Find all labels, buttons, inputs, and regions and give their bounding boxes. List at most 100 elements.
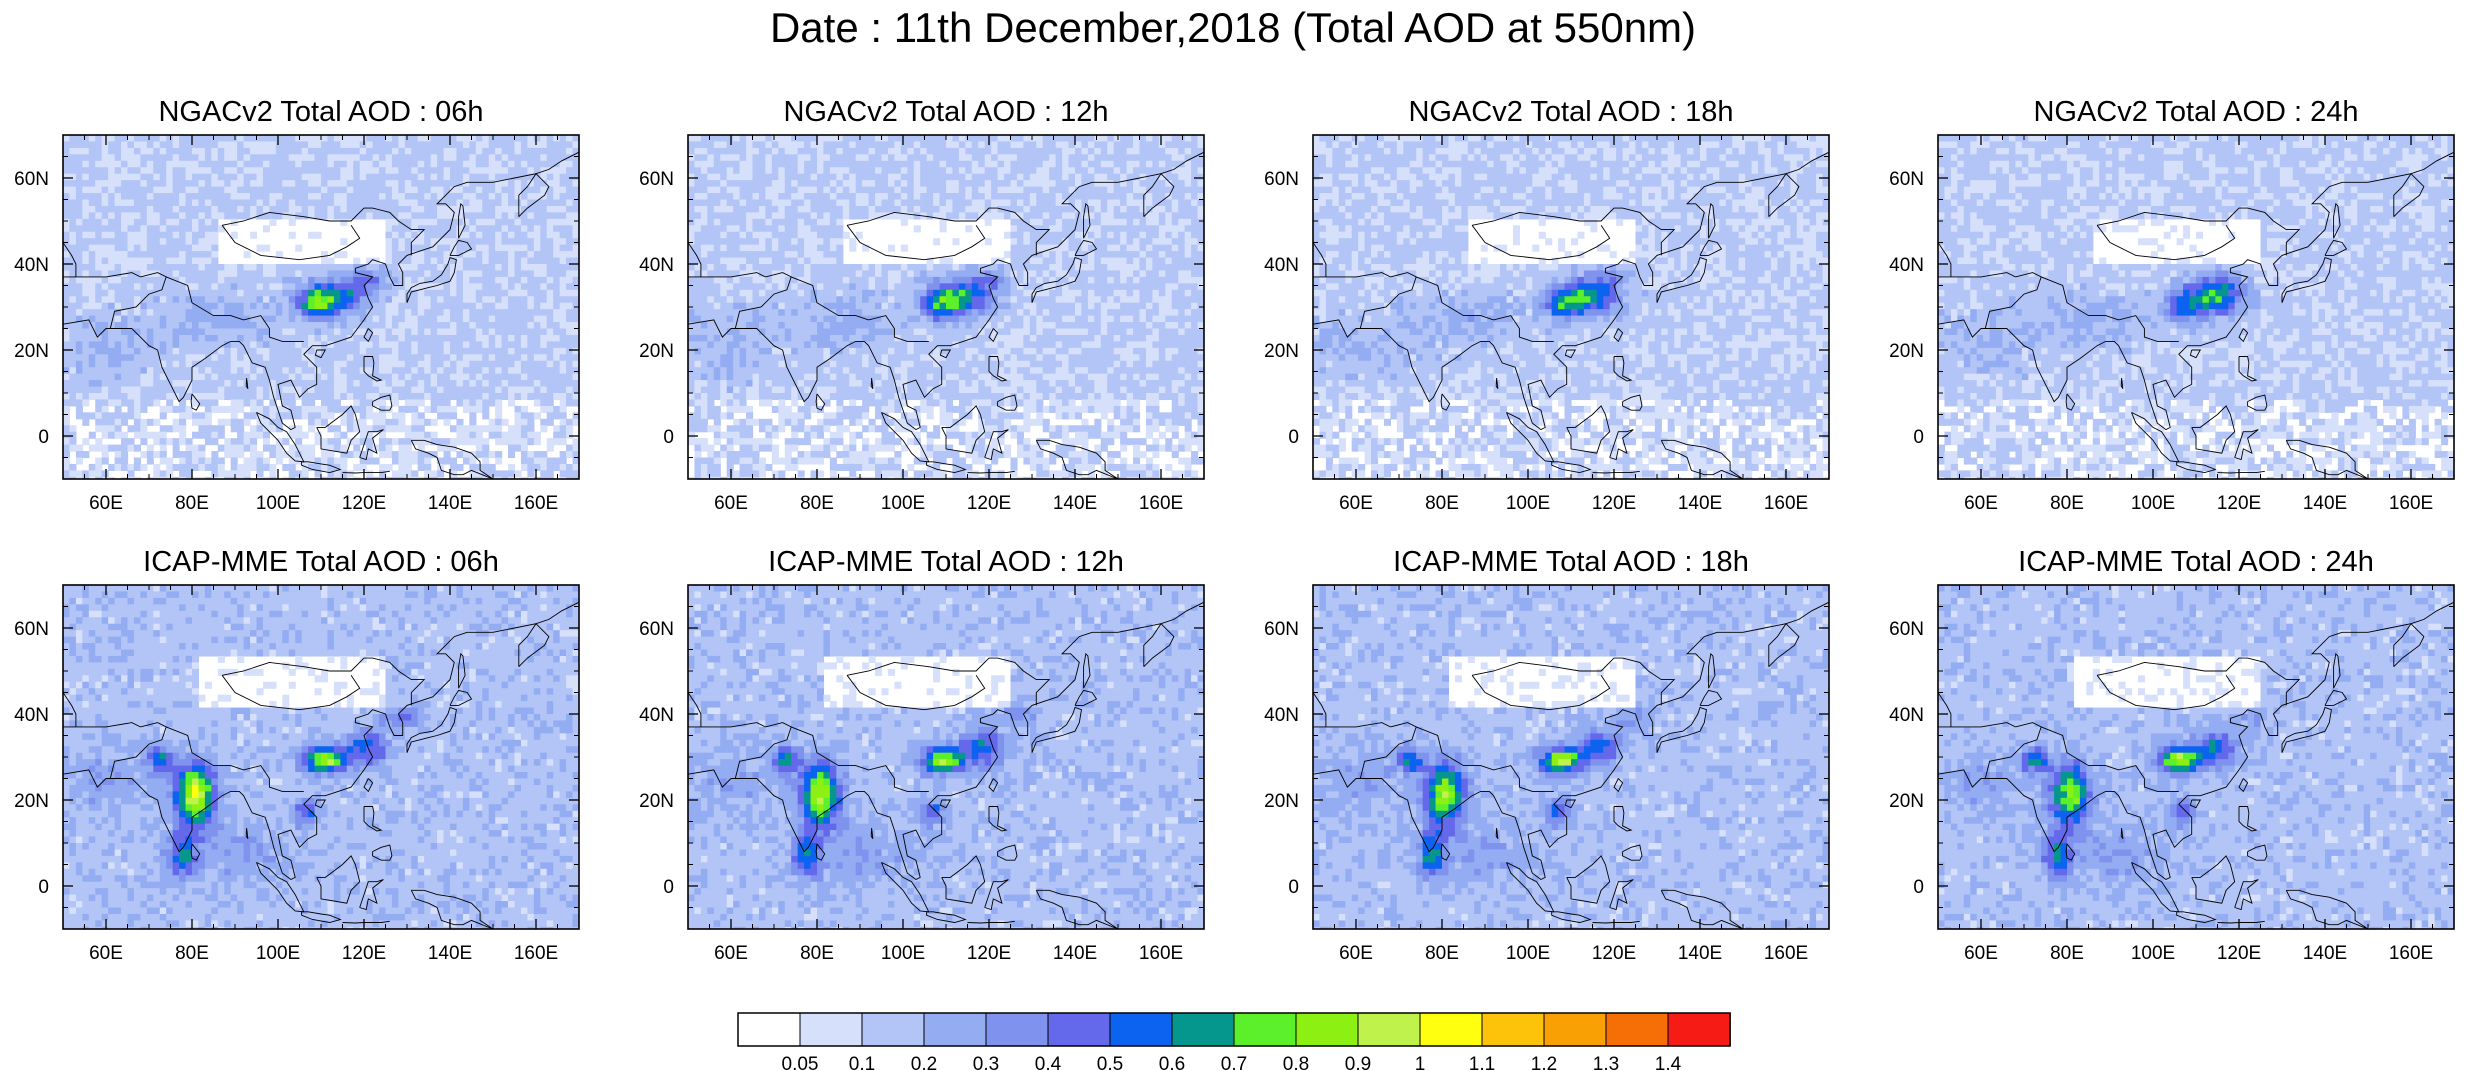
lon-tick-label: 80E (1425, 943, 1459, 964)
lat-tick-label: 20N (639, 791, 674, 812)
lon-tick-label: 140E (2303, 943, 2347, 964)
lat-tick-label: 0 (38, 427, 49, 448)
lat-tick-label: 0 (1288, 427, 1299, 448)
lat-tick-label: 40N (1889, 705, 1924, 726)
lon-tick-label: 140E (428, 943, 472, 964)
map-panel-7: ICAP-MME Total AOD : 18h 60E 80E 100E 120E 14… (1264, 546, 1830, 964)
panel-title: ICAP-MME Total AOD : 24h (2018, 546, 2374, 578)
coastlines (1938, 601, 2454, 929)
lon-tick-label: 120E (342, 493, 386, 514)
lon-tick-label: 160E (1764, 943, 1808, 964)
lat-tick-label: 20N (1264, 341, 1299, 362)
lon-tick-label: 160E (1139, 943, 1183, 964)
lon-tick-label: 120E (1592, 493, 1636, 514)
lon-tick-label: 160E (1764, 493, 1808, 514)
lon-tick-label: 60E (89, 493, 123, 514)
lon-tick-label: 140E (428, 493, 472, 514)
lat-tick-label: 20N (1264, 791, 1299, 812)
lon-tick-label: 100E (256, 943, 300, 964)
lat-tick-label: 40N (1264, 705, 1299, 726)
aod-field (1313, 585, 1829, 929)
lon-tick-label: 140E (1678, 943, 1722, 964)
lat-tick-label: 60N (14, 169, 49, 190)
lon-tick-label: 140E (1053, 943, 1097, 964)
map-panel-3: NGACv2 Total AOD : 18h 60E 80E 100E 120E 140E… (1264, 96, 1830, 514)
lon-tick-label: 160E (514, 943, 558, 964)
map-panel-5: ICAP-MME Total AOD : 06h 60E 80E 100E 120E 14… (14, 546, 580, 964)
lon-tick-label: 120E (2217, 943, 2261, 964)
lat-tick-label: 60N (1889, 619, 1924, 640)
coastlines (63, 151, 579, 479)
lon-tick-label: 100E (256, 493, 300, 514)
lat-tick-label: 60N (639, 169, 674, 190)
lon-tick-label: 60E (1339, 943, 1373, 964)
panel-title: ICAP-MME Total AOD : 12h (768, 546, 1124, 578)
lon-tick-label: 80E (2050, 493, 2084, 514)
panel-title: NGACv2 Total AOD : 12h (783, 96, 1108, 128)
panel-title: NGACv2 Total AOD : 18h (1408, 96, 1733, 128)
lat-tick-label: 0 (1288, 877, 1299, 898)
lon-tick-label: 140E (1678, 493, 1722, 514)
lon-tick-label: 140E (1053, 493, 1097, 514)
lon-tick-label: 120E (967, 493, 1011, 514)
panel-title: ICAP-MME Total AOD : 06h (143, 546, 499, 578)
lat-tick-label: 20N (1889, 341, 1924, 362)
aod-field (688, 135, 1204, 479)
lat-tick-label: 40N (1889, 255, 1924, 276)
map-panel-4: NGACv2 Total AOD : 24h 60E 80E 100E 120E 140E… (1889, 96, 2455, 514)
lat-tick-label: 0 (663, 427, 674, 448)
lon-tick-label: 100E (881, 493, 925, 514)
panel-title: NGACv2 Total AOD : 24h (2033, 96, 2358, 128)
lon-tick-label: 120E (1592, 943, 1636, 964)
aod-field (63, 585, 579, 929)
lon-tick-label: 80E (800, 493, 834, 514)
lat-tick-label: 40N (639, 705, 674, 726)
map-panel-8: ICAP-MME Total AOD : 24h 60E 80E 100E 120E 14… (1889, 546, 2455, 964)
lat-tick-label: 0 (1913, 877, 1924, 898)
lat-tick-label: 0 (663, 877, 674, 898)
coastlines (688, 601, 1204, 929)
lat-tick-label: 0 (38, 877, 49, 898)
lon-tick-label: 100E (2131, 493, 2175, 514)
coastlines (1313, 601, 1829, 929)
lon-tick-label: 60E (1339, 493, 1373, 514)
lon-tick-label: 100E (1506, 943, 1550, 964)
lon-tick-label: 120E (2217, 493, 2261, 514)
coastlines (688, 151, 1204, 479)
lon-tick-label: 160E (2389, 493, 2433, 514)
aod-field (1313, 135, 1829, 479)
main-title: Date : 11th December,2018 (Total AOD at … (0, 2, 2466, 54)
lon-tick-label: 60E (1964, 493, 1998, 514)
lat-tick-label: 60N (1264, 619, 1299, 640)
lon-tick-label: 160E (2389, 943, 2433, 964)
lon-tick-label: 100E (881, 943, 925, 964)
map-panel-2: NGACv2 Total AOD : 12h 60E 80E 100E 120E 140E… (639, 96, 1205, 514)
lon-tick-label: 80E (175, 943, 209, 964)
lat-tick-label: 20N (14, 341, 49, 362)
lat-tick-label: 40N (14, 255, 49, 276)
lat-tick-label: 40N (1264, 255, 1299, 276)
aod-field (1938, 585, 2454, 929)
lon-tick-label: 160E (1139, 493, 1183, 514)
aod-field (63, 135, 579, 479)
lat-tick-label: 60N (639, 619, 674, 640)
lon-tick-label: 100E (2131, 943, 2175, 964)
lon-tick-label: 60E (714, 943, 748, 964)
lat-tick-label: 40N (639, 255, 674, 276)
lon-tick-label: 80E (175, 493, 209, 514)
coastlines (1938, 151, 2454, 479)
coastlines (63, 601, 579, 929)
lon-tick-label: 80E (800, 943, 834, 964)
lat-tick-label: 40N (14, 705, 49, 726)
lon-tick-label: 120E (967, 943, 1011, 964)
lon-tick-label: 100E (1506, 493, 1550, 514)
lat-tick-label: 60N (14, 619, 49, 640)
lon-tick-label: 140E (2303, 493, 2347, 514)
lon-tick-label: 160E (514, 493, 558, 514)
lon-tick-label: 120E (342, 943, 386, 964)
lat-tick-label: 0 (1913, 427, 1924, 448)
aod-field (688, 585, 1204, 929)
lon-tick-label: 60E (89, 943, 123, 964)
lon-tick-label: 80E (2050, 943, 2084, 964)
